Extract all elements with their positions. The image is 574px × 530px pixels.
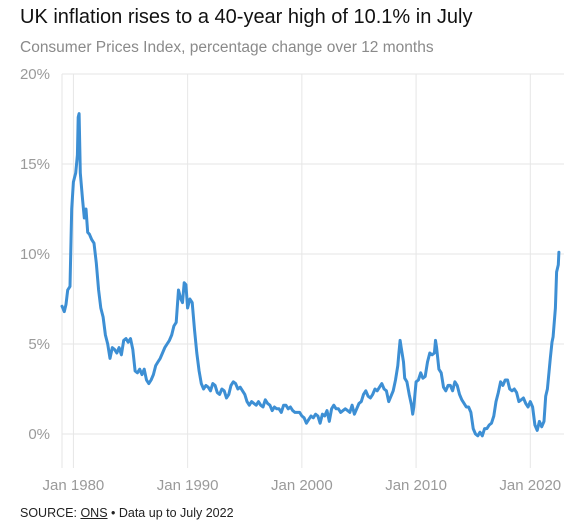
x-tick-label: Jan 2010 (385, 477, 447, 494)
data-note: Data up to July 2022 (118, 506, 234, 520)
gridlines (61, 73, 564, 468)
y-tick-label: 10% (20, 246, 50, 263)
chart-subtitle: Consumer Prices Index, percentage change… (20, 39, 434, 56)
source-link[interactable]: ONS (80, 506, 108, 520)
x-tick-label: Jan 2000 (271, 477, 333, 494)
chart-title: UK inflation rises to a 40-year high of … (20, 6, 473, 28)
footer-bullet: • (107, 506, 119, 520)
x-tick-label: Jan 2020 (499, 477, 561, 494)
x-tick-label: Jan 1990 (157, 477, 219, 494)
series-layer (60, 112, 561, 438)
y-axis-ticks: 0% 5% 10% 15% 20% (20, 66, 50, 443)
source-prefix: SOURCE: (20, 506, 81, 520)
series-line-cpi (60, 112, 561, 438)
y-tick-label: 0% (28, 426, 50, 443)
chart-svg: 0%5%10%15%20% Jan 1980 Jan 1990 Jan 2000 Ja… (20, 66, 564, 494)
y-tick-label: 20% (20, 66, 50, 83)
chart-footer: SOURCE: ONS • Data up to July 2022 (20, 506, 234, 520)
y-tick-label: 15% (20, 156, 50, 173)
x-tick-label: Jan 1980 (43, 477, 105, 494)
x-axis-ticks: Jan 1980 Jan 1990 Jan 2000 Jan 2010 Jan 2020 (43, 477, 562, 494)
y-tick-label: 5% (28, 336, 50, 353)
